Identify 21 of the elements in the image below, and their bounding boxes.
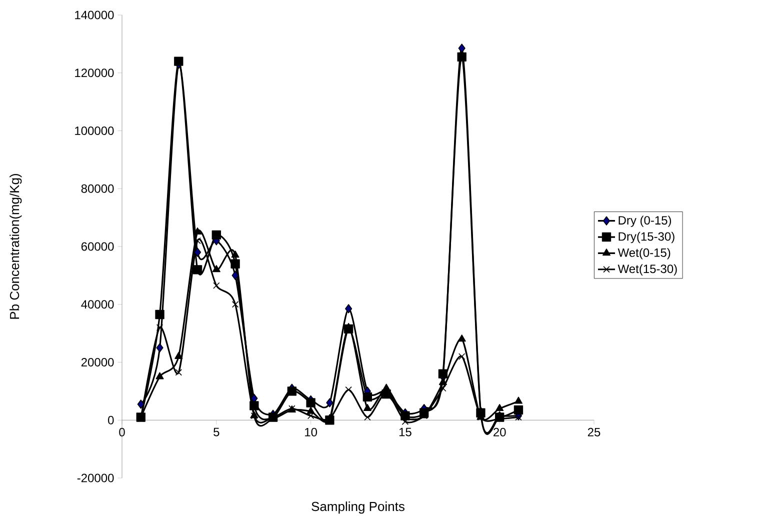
y-tick-label: 140000 [75,10,114,20]
legend-label: Wet(0-15) [618,248,670,260]
y-tick-label: 80000 [81,184,114,193]
legend-label: Dry (0-15) [618,216,672,227]
y-axis-title: Pb Concentration(mg/Kg) [10,174,22,319]
legend-label: Dry(15-30) [618,232,674,244]
y-tick-label: 120000 [75,68,114,78]
y-tick-label: -20000 [77,474,114,482]
y-tick-label: 0 [108,416,114,424]
x-tick-label: 0 [119,428,125,436]
x-tick-label: 10 [305,428,317,436]
legend-label: Wet(15-30) [618,264,677,276]
x-tick-label: 20 [494,428,506,436]
y-tick-label: 40000 [81,300,114,309]
y-tick-label: 20000 [81,358,114,367]
x-axis-title: Sampling Points [312,502,404,514]
x-tick-label: 15 [399,428,412,436]
x-tick-label: 25 [588,428,600,436]
y-tick-label: 100000 [75,126,114,136]
y-tick-label: 60000 [81,242,114,251]
x-tick-label: 5 [214,428,220,436]
